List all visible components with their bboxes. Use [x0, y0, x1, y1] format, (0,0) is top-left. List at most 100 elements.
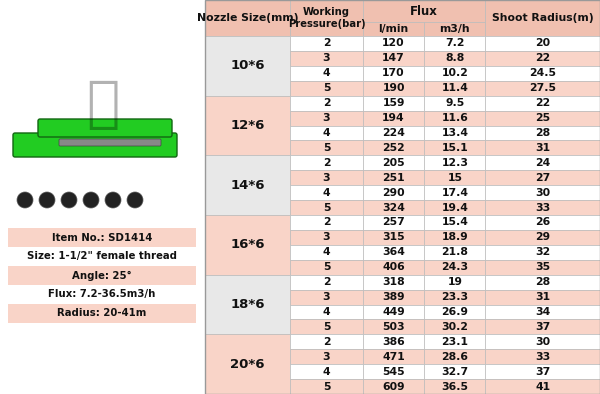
- Text: 30: 30: [535, 337, 550, 347]
- Bar: [485, 349, 600, 364]
- Text: 159: 159: [382, 98, 405, 108]
- Text: 12*6: 12*6: [230, 119, 265, 132]
- Bar: [290, 111, 363, 126]
- Text: 🔧: 🔧: [86, 78, 119, 132]
- Bar: [290, 96, 363, 111]
- Bar: [424, 364, 485, 379]
- Text: 449: 449: [382, 307, 405, 317]
- Text: 29: 29: [535, 232, 550, 242]
- Text: 11.4: 11.4: [442, 83, 468, 93]
- Bar: [363, 230, 424, 245]
- Circle shape: [127, 192, 143, 208]
- Bar: [424, 320, 485, 335]
- Text: Flux: 7.2-36.5m3/h: Flux: 7.2-36.5m3/h: [49, 290, 155, 299]
- Bar: [290, 349, 363, 364]
- Bar: [8, 228, 196, 247]
- Bar: [363, 305, 424, 320]
- Text: 22: 22: [535, 98, 550, 108]
- Bar: [0, 0, 205, 210]
- Text: 386: 386: [382, 337, 405, 347]
- Bar: [290, 245, 363, 260]
- Bar: [290, 51, 363, 66]
- Text: 36.5: 36.5: [442, 381, 469, 392]
- Text: 364: 364: [382, 247, 405, 257]
- Bar: [424, 305, 485, 320]
- Text: 15.1: 15.1: [442, 143, 468, 153]
- Bar: [363, 22, 424, 36]
- Text: 12.3: 12.3: [442, 158, 469, 168]
- Text: 2: 2: [323, 277, 330, 287]
- Text: 4: 4: [323, 188, 330, 198]
- Bar: [424, 349, 485, 364]
- Bar: [8, 304, 196, 323]
- FancyBboxPatch shape: [38, 119, 172, 137]
- Text: 194: 194: [382, 113, 405, 123]
- Text: Shoot Radius(m): Shoot Radius(m): [492, 13, 593, 23]
- Text: 224: 224: [382, 128, 405, 138]
- Text: 21.8: 21.8: [442, 247, 468, 257]
- Bar: [424, 379, 485, 394]
- Bar: [290, 200, 363, 215]
- Bar: [485, 96, 600, 111]
- Text: 26.9: 26.9: [442, 307, 469, 317]
- Text: 24.3: 24.3: [441, 262, 469, 272]
- Bar: [485, 320, 600, 335]
- Bar: [290, 260, 363, 275]
- Bar: [205, 36, 290, 96]
- Bar: [485, 170, 600, 185]
- Bar: [424, 275, 485, 290]
- Bar: [363, 0, 485, 22]
- Text: 406: 406: [382, 262, 405, 272]
- Bar: [485, 66, 600, 81]
- Text: 251: 251: [382, 173, 405, 183]
- Text: 33: 33: [535, 203, 550, 212]
- Text: 5: 5: [323, 203, 330, 212]
- Bar: [290, 335, 363, 349]
- Bar: [363, 185, 424, 200]
- Text: 471: 471: [382, 352, 405, 362]
- Bar: [485, 51, 600, 66]
- Bar: [485, 36, 600, 51]
- Bar: [363, 96, 424, 111]
- Text: Working
Pressure(bar): Working Pressure(bar): [287, 7, 365, 29]
- Text: 4: 4: [323, 247, 330, 257]
- Bar: [363, 126, 424, 140]
- Bar: [485, 155, 600, 170]
- Text: 2: 2: [323, 39, 330, 48]
- Circle shape: [39, 192, 55, 208]
- Text: 18.9: 18.9: [442, 232, 468, 242]
- Bar: [290, 320, 363, 335]
- Text: 252: 252: [382, 143, 405, 153]
- Text: 31: 31: [535, 143, 550, 153]
- Text: 15: 15: [448, 173, 463, 183]
- Text: 26: 26: [535, 217, 550, 227]
- Text: 19: 19: [448, 277, 463, 287]
- Bar: [363, 36, 424, 51]
- Text: Size: 1-1/2" female thread: Size: 1-1/2" female thread: [27, 251, 177, 262]
- Text: 503: 503: [382, 322, 405, 332]
- Text: 41: 41: [535, 381, 550, 392]
- Text: 2: 2: [323, 98, 330, 108]
- Text: 3: 3: [323, 292, 330, 302]
- Bar: [363, 335, 424, 349]
- Text: Nozzle Size(mm): Nozzle Size(mm): [197, 13, 298, 23]
- Bar: [424, 22, 485, 36]
- Text: 324: 324: [382, 203, 405, 212]
- Bar: [363, 155, 424, 170]
- Bar: [290, 155, 363, 170]
- Bar: [363, 81, 424, 96]
- Bar: [363, 170, 424, 185]
- Bar: [424, 290, 485, 305]
- Text: 120: 120: [382, 39, 405, 48]
- Bar: [485, 275, 600, 290]
- Bar: [290, 36, 363, 51]
- Text: Radius: 20-41m: Radius: 20-41m: [58, 309, 146, 318]
- Text: 3: 3: [323, 113, 330, 123]
- Text: l/min: l/min: [379, 24, 409, 34]
- Text: 15.4: 15.4: [442, 217, 468, 227]
- Bar: [8, 285, 196, 304]
- Bar: [290, 305, 363, 320]
- Text: 25: 25: [535, 113, 550, 123]
- Bar: [205, 0, 600, 394]
- Text: 28: 28: [535, 277, 550, 287]
